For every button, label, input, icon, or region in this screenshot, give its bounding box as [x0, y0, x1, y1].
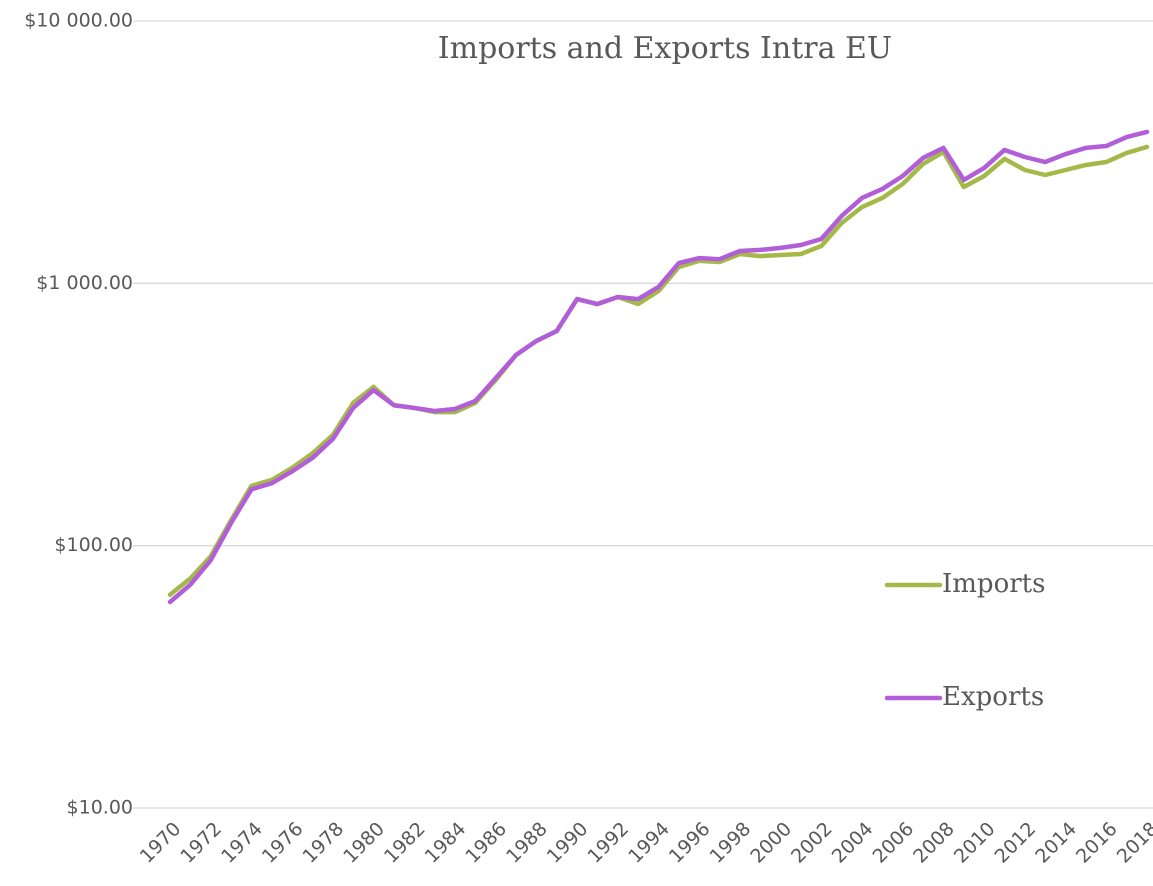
x-tick-label: 1986 — [461, 818, 511, 868]
x-tick-label: 1988 — [502, 818, 552, 868]
x-tick-label: 2012 — [991, 818, 1041, 868]
data-line — [167, 129, 1150, 605]
x-tick-label: 1974 — [217, 818, 267, 868]
x-tick-label: 2004 — [828, 818, 878, 868]
y-tick-label: $100.00 — [54, 534, 133, 556]
x-tick-label: 2010 — [950, 818, 1000, 868]
legend-label: Imports — [942, 569, 1045, 599]
x-tick-label: 2006 — [868, 818, 918, 868]
legend-label: Exports — [942, 682, 1044, 712]
x-tick-label: 1982 — [380, 818, 430, 868]
x-tick-label: 1996 — [665, 818, 715, 868]
x-tick-label: 1972 — [176, 818, 226, 868]
y-tick-label: $1 000.00 — [36, 272, 133, 294]
x-tick-label: 1980 — [339, 818, 389, 868]
x-tick-label: 1970 — [136, 818, 186, 868]
x-tick-label: 2014 — [1031, 818, 1081, 868]
x-tick-label: 1976 — [258, 818, 308, 868]
x-tick-label: 2008 — [909, 818, 959, 868]
x-tick-label: 2018 — [1113, 818, 1153, 868]
y-tick-label: $10.00 — [67, 797, 133, 819]
x-tick-label: 1994 — [624, 818, 674, 868]
y-tick-label: $10 000.00 — [24, 10, 133, 32]
x-tick-label: 2000 — [746, 818, 796, 868]
x-tick-label: 2016 — [1072, 818, 1122, 868]
x-tick-label: 1992 — [583, 818, 633, 868]
x-tick-label: 1990 — [543, 818, 593, 868]
x-tick-label: 2002 — [787, 818, 837, 868]
data-line — [167, 144, 1150, 597]
x-tick-label: 1998 — [706, 818, 756, 868]
chart-title: Imports and Exports Intra EU — [438, 31, 892, 66]
x-tick-label: 1984 — [421, 818, 471, 868]
x-tick-label: 1978 — [299, 818, 349, 868]
